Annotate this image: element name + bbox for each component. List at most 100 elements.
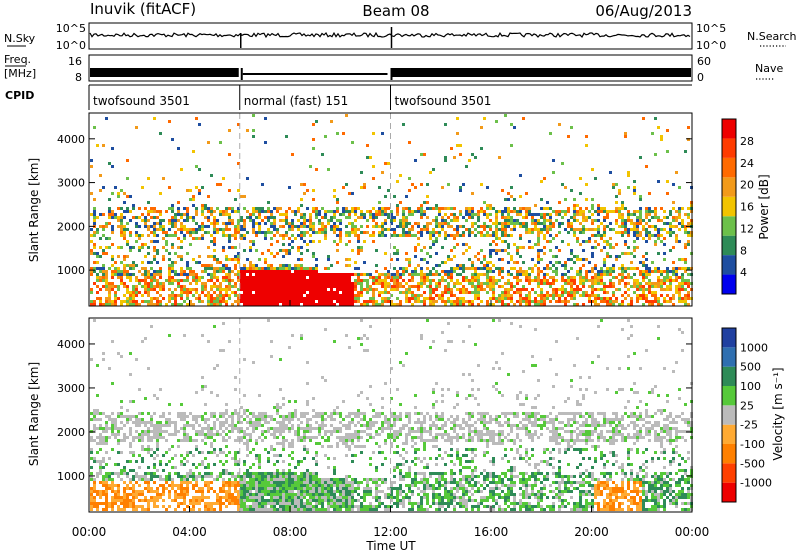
power-cell [165, 279, 168, 282]
power-cell [321, 216, 324, 219]
velocity-cell [183, 502, 186, 505]
power-cell [342, 282, 345, 285]
power-cell [636, 297, 639, 300]
power-cell [324, 273, 327, 276]
velocity-cell [195, 415, 198, 418]
power-cell [378, 186, 381, 189]
velocity-cell [252, 430, 255, 433]
velocity-cell [141, 493, 144, 496]
velocity-cell [132, 421, 135, 424]
velocity-cell [204, 442, 207, 445]
power-cell [615, 201, 618, 204]
power-cell [615, 297, 618, 300]
velocity-cell [288, 427, 291, 430]
power-cell [147, 291, 150, 294]
power-cell [312, 228, 315, 231]
velocity-cell [123, 481, 126, 484]
velocity-cell [264, 436, 267, 439]
power-cell [384, 291, 387, 294]
power-cell [345, 303, 348, 306]
power-cell [525, 225, 528, 228]
velocity-cell [150, 439, 153, 442]
power-cell [123, 255, 126, 258]
power-cell [678, 258, 681, 261]
velocity-cell [264, 478, 267, 481]
velocity-cell [294, 496, 297, 499]
power-cell [129, 249, 132, 252]
velocity-cell [231, 427, 234, 430]
power-cell [639, 156, 642, 159]
power-cell [294, 264, 297, 267]
power-cell [270, 291, 273, 294]
velocity-cell [285, 439, 288, 442]
power-cell [573, 294, 576, 297]
velocity-cell [207, 487, 210, 490]
velocity-cell [210, 436, 213, 439]
power-cell [282, 255, 285, 258]
velocity-cell [117, 415, 120, 418]
power-cell [588, 228, 591, 231]
velocity-cell [294, 412, 297, 415]
power-cell [342, 132, 345, 135]
velocity-cell [93, 490, 96, 493]
velocity-cell [162, 484, 165, 487]
power-cell [276, 279, 279, 282]
power-cell [150, 282, 153, 285]
power-cell [435, 222, 438, 225]
power-cell [486, 225, 489, 228]
velocity-cell [279, 490, 282, 493]
power-cell [465, 300, 468, 303]
power-cell [111, 147, 114, 150]
power-cell [681, 279, 684, 282]
power-cell [333, 213, 336, 216]
power-cell [366, 282, 369, 285]
velocity-cell [288, 469, 291, 472]
power-cell [636, 237, 639, 240]
velocity-cell [279, 442, 282, 445]
power-cell [246, 258, 249, 261]
power-cell [159, 228, 162, 231]
power-cell [600, 234, 603, 237]
power-cell [591, 255, 594, 258]
power-cell [678, 267, 681, 270]
velocity-cell [207, 430, 210, 433]
power-cell [213, 300, 216, 303]
power-cell [510, 267, 513, 270]
power-cell [450, 273, 453, 276]
power-cell [306, 267, 309, 270]
power-cell [360, 186, 363, 189]
power-cell [282, 219, 285, 222]
power-cell [408, 177, 411, 180]
power-cell [198, 228, 201, 231]
power-cell [630, 228, 633, 231]
power-cell [177, 201, 180, 204]
power-cell [99, 174, 102, 177]
power-cell [270, 303, 273, 306]
power-cell [141, 294, 144, 297]
power-cell [579, 273, 582, 276]
power-cell [594, 246, 597, 249]
velocity-cell [288, 400, 291, 403]
power-cell [102, 276, 105, 279]
power-cell [207, 219, 210, 222]
power-cell [429, 288, 432, 291]
power-cell [660, 270, 663, 273]
power-cell [297, 294, 300, 297]
velocity-cell [276, 496, 279, 499]
velocity-cell [243, 460, 246, 463]
power-cell [123, 201, 126, 204]
power-cell [450, 279, 453, 282]
power-cell [333, 225, 336, 228]
power-cell [408, 228, 411, 231]
power-cell [375, 303, 378, 306]
power-cell [282, 282, 285, 285]
nave-label: Nave [755, 62, 783, 75]
power-cell [195, 165, 198, 168]
power-cell [552, 222, 555, 225]
frequency-bar [90, 68, 239, 77]
power-cell [129, 219, 132, 222]
power-cell [459, 210, 462, 213]
power-cell [426, 231, 429, 234]
velocity-cell [222, 439, 225, 442]
velocity-cell [270, 427, 273, 430]
